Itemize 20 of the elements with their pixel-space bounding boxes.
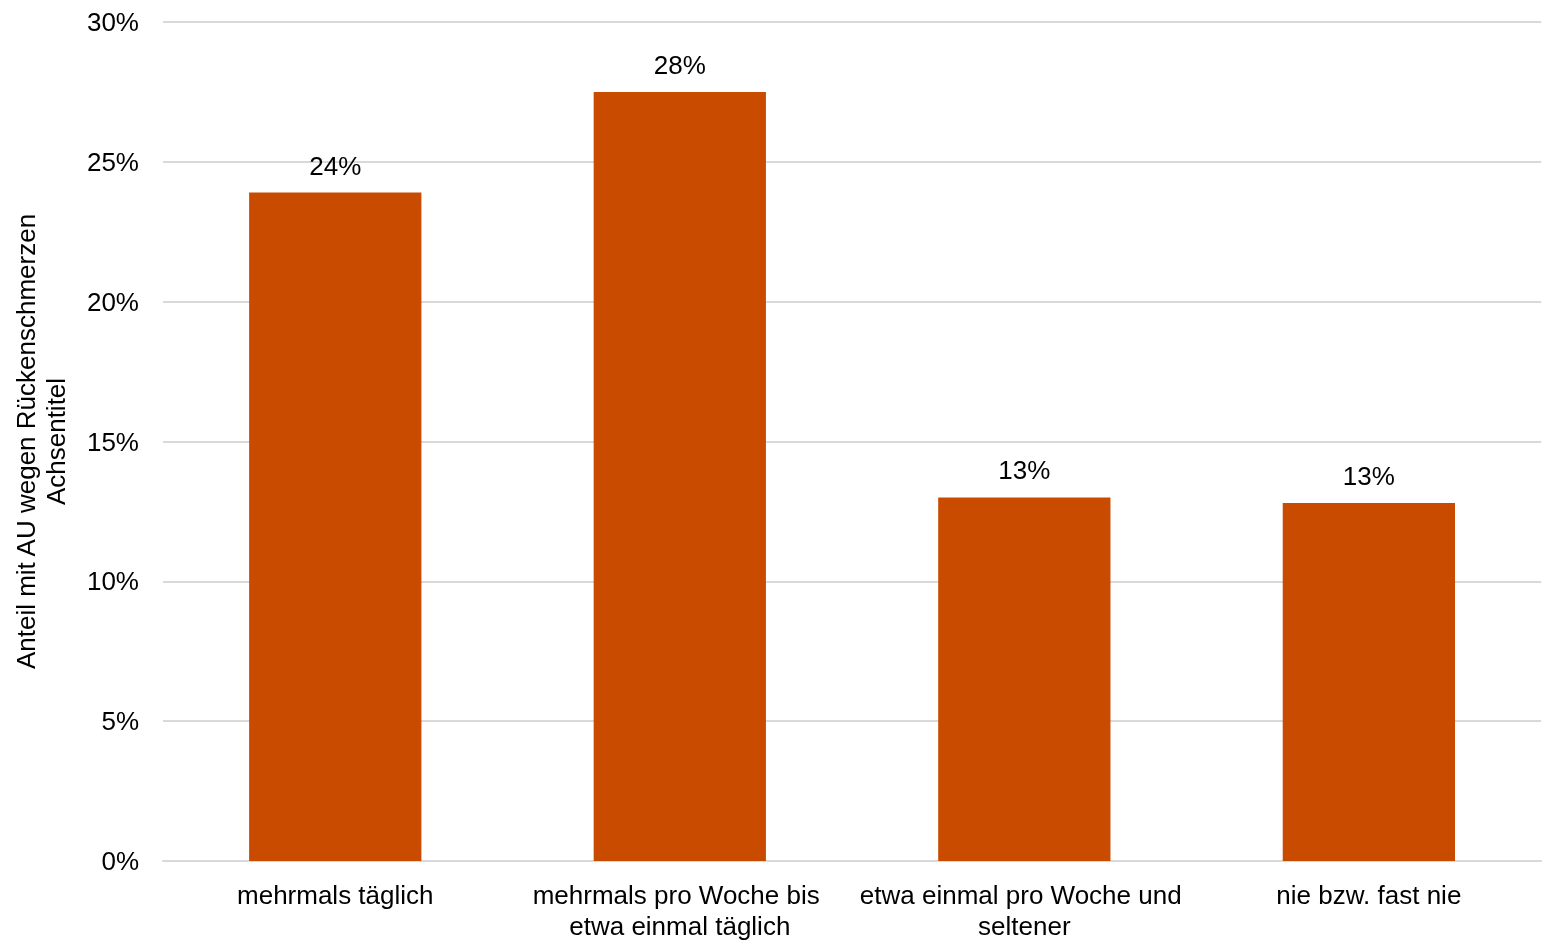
x-tick-label: etwa einmal pro Woche und seltener xyxy=(859,879,1189,941)
bar xyxy=(1282,503,1455,861)
y-tick-label: 0% xyxy=(101,846,139,876)
data-label: 24% xyxy=(309,150,362,181)
bar xyxy=(249,192,422,861)
data-label: 13% xyxy=(998,455,1051,486)
y-axis-title: Anteil mit AU wegen Rückenschmerzen Achsentitel xyxy=(11,213,71,670)
y-tick-label: 5% xyxy=(101,706,139,737)
y-tick-label: 10% xyxy=(86,566,139,597)
x-tick-label: nie bzw. fast nie xyxy=(1276,879,1462,910)
bar xyxy=(938,497,1111,861)
x-tick-label: mehrmals täglich xyxy=(237,879,434,910)
y-tick-label: 30% xyxy=(86,7,139,37)
y-tick-label: 20% xyxy=(86,286,139,317)
y-tick-label: 25% xyxy=(86,146,139,177)
x-tick-label: mehrmals pro Woche bis etwa einmal täglich xyxy=(532,879,827,941)
data-label: 28% xyxy=(653,49,706,80)
bar xyxy=(593,91,766,861)
data-label: 13% xyxy=(1342,461,1395,492)
y-tick-label: 15% xyxy=(86,426,139,457)
